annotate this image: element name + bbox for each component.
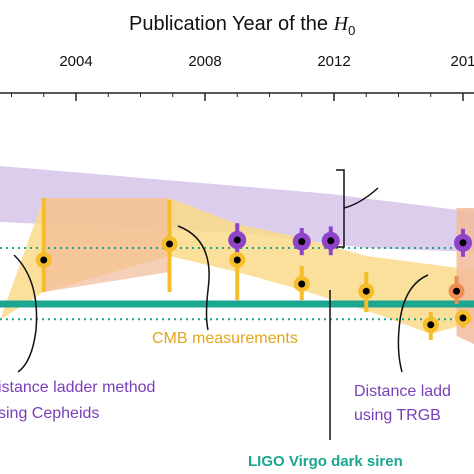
trgb-point-center [453,287,461,295]
cmb-point-center [459,314,467,322]
reference-lines [0,247,474,321]
cmb-point-center [427,321,435,329]
x-axis-ticks: 2004 2008 2012 201 [11,53,474,101]
cepheid-point-center [327,237,335,245]
cepheid-point-center [233,236,241,244]
overlap-band [43,198,170,292]
cmb-point-center [362,287,370,295]
cepheid-leader [13,254,38,373]
cmb-point-center [40,256,48,264]
data-points [35,231,472,333]
chart-title: Publication Year of the H0 [129,13,355,38]
x-tick-label: 201 [450,53,474,70]
annotation-leaders [13,169,429,440]
annotation-cmb: CMB measurements [152,330,298,347]
trgb-leader [397,274,429,373]
x-tick-label: 2008 [188,53,221,70]
cmb-point-center [166,240,174,248]
annotation-trgb-line2: using TRGB [354,407,441,424]
x-tick-label: 2012 [317,53,350,70]
cepheid-bracket-leader [343,187,379,209]
cmb-leader [177,225,210,331]
x-tick-label: 2004 [59,53,92,70]
annotation-ligo: LIGO Virgo dark siren [248,453,403,470]
cepheid-point-center [459,239,467,247]
cmb-point-center [298,280,306,288]
cmb-point-center [233,256,241,264]
cepheid-point-center [298,238,306,246]
cepheid-bracket [336,169,345,248]
annotation-cepheid-line2: sing Cepheids [0,405,99,422]
cepheid-band [0,166,474,252]
annotation-trgb-line1: Distance ladd [354,383,451,400]
annotation-cepheid-line1: istance ladder method [0,379,155,396]
